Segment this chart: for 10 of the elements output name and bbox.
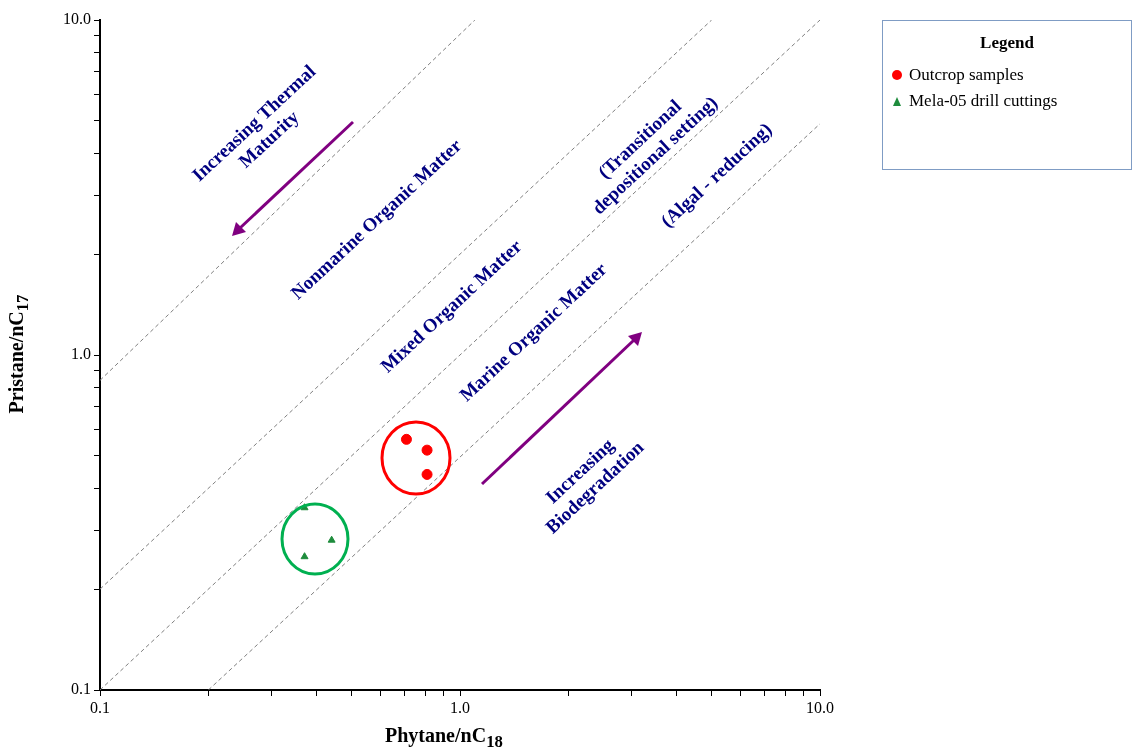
legend-label: Outcrop samples [909,65,1024,85]
x-axis-title: Phytane/nC$_{18}$ [385,724,503,752]
y-tick-label: 10.0 [63,10,91,28]
legend-label: Mela-05 drill cuttings [909,91,1058,111]
x-tick-label: 1.0 [450,698,470,716]
y-tick-label: 1.0 [71,345,91,363]
x-tick-label: 10.0 [806,698,834,716]
legend-title: Legend [979,33,1035,53]
x-tick-label: 0.1 [90,698,110,716]
y-tick-label: 0.1 [71,680,91,698]
